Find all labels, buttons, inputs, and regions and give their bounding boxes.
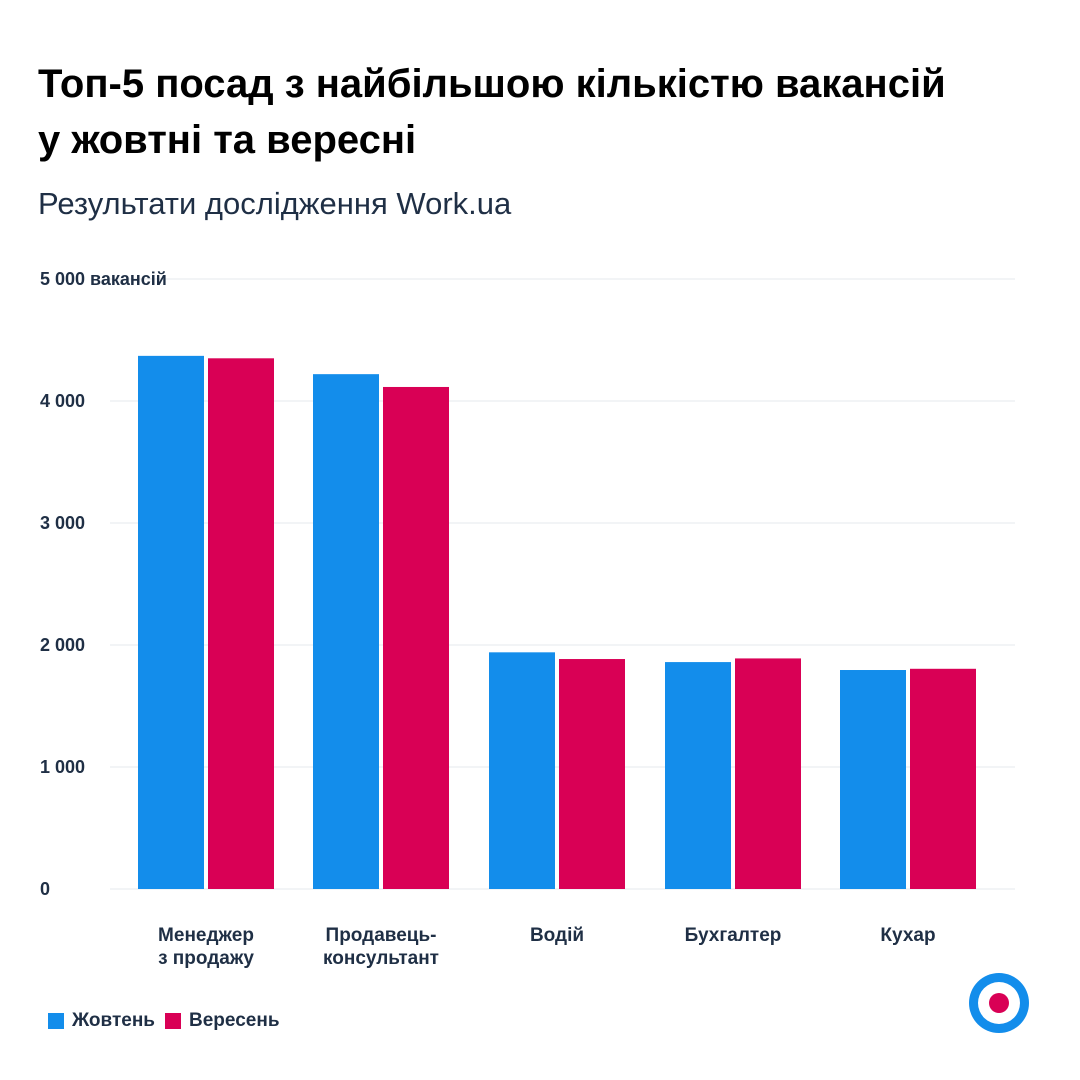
bars-layer — [138, 355, 976, 889]
bar-october — [840, 670, 906, 889]
bar-october — [665, 662, 731, 889]
y-tick-label: 2 000 — [40, 635, 85, 655]
chart-title: Топ-5 посад з найбільшою кількістю вакан… — [38, 56, 1048, 168]
category-label: Продавець- — [326, 925, 437, 946]
bar-october — [489, 652, 555, 889]
legend-swatch-september — [165, 1013, 181, 1029]
y-tick-label: 5 000 вакансій — [40, 269, 167, 289]
title-line-1: Топ-5 посад з найбільшою кількістю вакан… — [38, 62, 946, 106]
legend-item-september: Вересень — [165, 1010, 280, 1032]
category-label: з продажу — [158, 948, 254, 969]
labels-layer: 0 1 000 2 000 3 000 4 000 5 000 вакансій Менед… — [40, 269, 936, 969]
bar-september — [383, 386, 449, 889]
category-label: Менеджер — [158, 925, 254, 946]
bar-september — [208, 358, 274, 889]
category-label: Водій — [530, 925, 584, 946]
legend-swatch-october — [48, 1013, 64, 1029]
legend-label-september: Вересень — [189, 1010, 280, 1031]
bar-september — [559, 659, 625, 889]
title-line-2: у жовтні та вересні — [38, 118, 417, 162]
category-label: Бухгалтер — [685, 925, 782, 946]
bar-chart: 0 1 000 2 000 3 000 4 000 5 000 вакансій Менед… — [40, 269, 1015, 969]
category-label: консультант — [323, 948, 439, 969]
bar-october — [138, 355, 204, 889]
bar-september — [735, 658, 801, 889]
y-tick-label: 4 000 — [40, 391, 85, 411]
legend: Жовтень Вересень — [48, 1010, 290, 1032]
legend-item-october: Жовтень — [48, 1010, 155, 1032]
y-tick-label: 0 — [40, 879, 50, 899]
work-ua-logo-icon — [969, 973, 1029, 1033]
chart-subtitle: Результати дослідження Work.ua — [38, 186, 512, 221]
legend-label-october: Жовтень — [72, 1010, 155, 1031]
y-tick-label: 3 000 — [40, 513, 85, 533]
category-label: Кухар — [880, 925, 935, 946]
bar-october — [313, 374, 379, 889]
y-tick-label: 1 000 — [40, 757, 85, 777]
bar-september — [910, 668, 976, 889]
